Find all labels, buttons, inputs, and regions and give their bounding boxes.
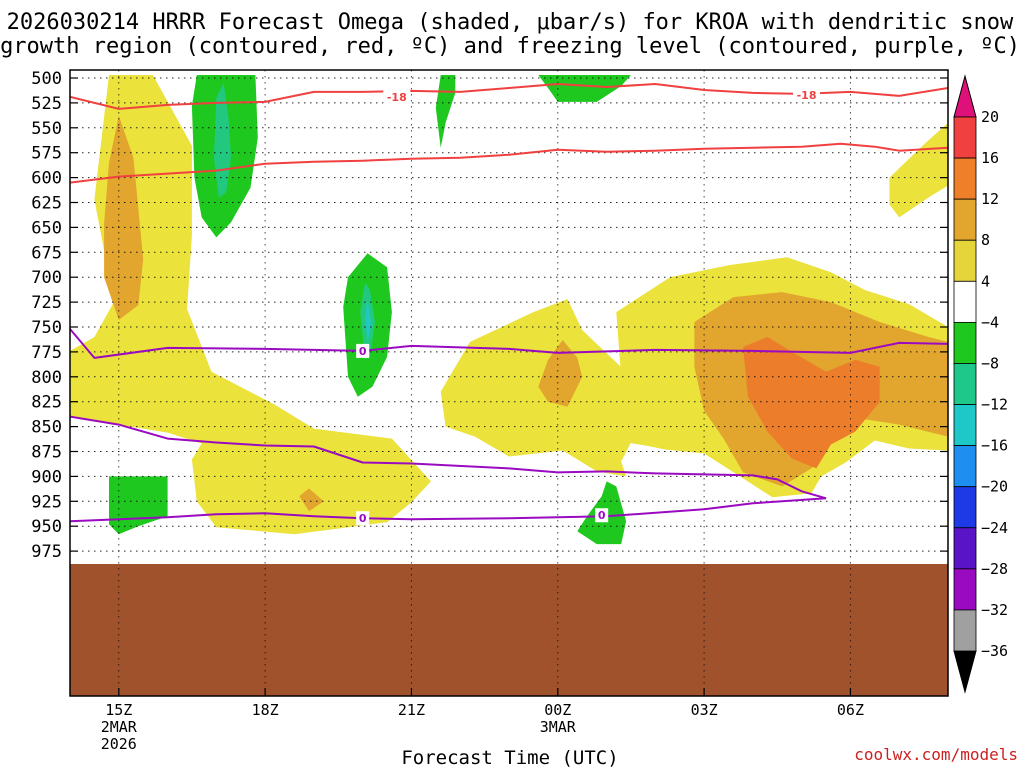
colorbar-swatch [953,321,977,364]
colorbar-swatch [953,280,977,323]
omega-region [538,339,583,407]
omega-region [70,75,431,535]
credit-text: coolwx.com/models [854,745,1018,764]
y-tick-label: 850 [31,418,62,438]
colorbar-label: −28 [981,560,1008,578]
colorbar-label: 4 [981,272,990,290]
colorbar-label: −32 [981,601,1008,619]
omega-region [440,299,631,477]
colorbar-label: −8 [981,354,999,372]
colorbar-swatch [953,486,977,529]
x-tick-label: 15Z [105,701,132,719]
grid-lines [70,70,948,696]
colorbar-label: 16 [981,149,999,167]
ground-strip [70,564,948,696]
y-tick-label: 650 [31,218,62,238]
plot-frame [69,69,949,697]
freezing-contour-label-bg [356,511,370,526]
x-tick-label: 3MAR [540,718,577,736]
colorbar-label: 20 [981,108,999,126]
x-axis-label: Forecast Time (UTC) [401,747,618,768]
colorbar-swatch [953,157,977,200]
colorbar-top-arrow [953,74,977,118]
colorbar-label: −24 [981,519,1008,537]
chart-title-line-2: growth region (contoured, red, ºC) and f… [0,34,1020,59]
colorbar-swatch [953,239,977,282]
dgz-contour-label-bg [383,89,411,104]
y-tick-label: 525 [31,94,62,114]
freezing-contour-label-bg [595,508,609,523]
colorbar-label: −20 [981,478,1008,496]
freezing-contour-label-bg [356,343,370,358]
x-tick-label: 18Z [252,701,279,719]
freezing-contour-label: 0 [598,509,606,522]
y-tick-label: 550 [31,119,62,139]
omega-region [299,488,324,512]
colorbar-label: −4 [981,313,999,331]
y-tick-label: 925 [31,492,62,512]
x-tick-label: 00Z [544,701,571,719]
freezing-contour-label: 0 [359,512,367,525]
y-tick-label: 900 [31,467,62,487]
y-tick-label: 725 [31,293,62,313]
colorbar-label: −36 [981,642,1008,660]
x-tick-label: 2026 [101,735,137,753]
chart-title-line-1: 2026030214 HRRR Forecast Omega (shaded, … [7,10,1014,35]
omega-region [104,115,144,320]
y-tick-label: 775 [31,343,62,363]
colorbar-label: 12 [981,190,999,208]
colorbar-swatch [953,363,977,405]
colorbar-swatch [953,116,977,159]
y-tick-label: 625 [31,194,62,214]
freezing-contour [70,415,827,500]
dgz-contour-label-bg [793,87,821,102]
colorbar-swatch [953,445,977,488]
y-tick-label: 975 [31,542,62,562]
colorbar-swatch [953,609,977,652]
y-tick-label: 800 [31,368,62,388]
colorbar-swatch [953,404,977,447]
omega-region [538,75,631,102]
colorbar: 20 16 12 8 4 −4 −8 −12 −16 −20 −24 −28 −32 −36 [953,74,1008,694]
x-tick-label: 21Z [398,701,425,719]
omega-region [365,299,372,342]
y-tick-label: 875 [31,443,62,463]
freezing-contour [70,497,827,523]
omega-region [743,337,880,469]
colorbar-swatch [953,527,977,570]
colorbar-label: −16 [981,437,1008,455]
y-tick-label: 575 [31,144,62,164]
y-tick-label: 675 [31,243,62,263]
x-tick-label: 06Z [837,701,864,719]
colorbar-bottom-arrow [953,650,977,694]
y-tick-label: 500 [31,69,62,89]
omega-region [889,122,948,218]
omega-region [109,476,168,535]
y-tick-label: 825 [31,393,62,413]
y-tick-label: 950 [31,517,62,537]
dgz-contour-label: -18 [387,91,407,104]
freezing-contour [70,328,948,359]
colorbar-swatch [953,198,977,241]
omega-region [435,75,456,148]
x-tick-label: 2MAR [101,718,138,736]
x-tick-label: 03Z [691,701,718,719]
temperature-contours [70,83,948,523]
colorbar-swatch [953,568,977,611]
colorbar-label: 8 [981,231,990,249]
y-tick-label: 700 [31,268,62,288]
y-tick-label: 750 [31,318,62,338]
freezing-contour-label: 0 [359,345,367,358]
pressure-axis: 500 525 550 575 600 625 650 675 700 725 750 775 800 8… [31,69,948,562]
dgz-contour [70,142,948,184]
contour-labels: -18 -18 0 0 0 [356,87,821,526]
colorbar-label: −12 [981,396,1008,414]
y-tick-label: 600 [31,169,62,189]
dgz-contour-label: -18 [797,89,817,102]
